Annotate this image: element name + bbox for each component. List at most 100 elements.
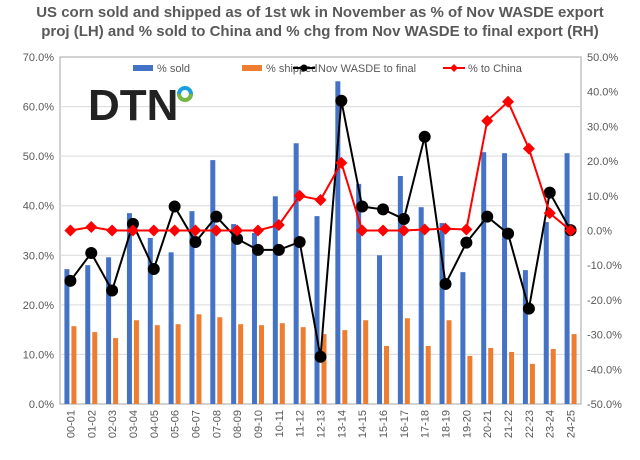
point-nov-wasde-to-final xyxy=(356,200,369,213)
bar--sold xyxy=(231,224,237,404)
bar--shipped xyxy=(133,320,139,404)
bar--shipped xyxy=(384,346,390,404)
x-axis-tick-label: 08-09 xyxy=(232,410,244,438)
point--to-china xyxy=(293,189,306,202)
right-axis-tick-label: 50.0% xyxy=(587,52,618,64)
x-axis-tick-label: 23-24 xyxy=(545,410,557,438)
bar--shipped xyxy=(196,314,202,404)
chart-title: US corn sold and shipped as of 1st wk in… xyxy=(0,3,640,41)
point--to-china xyxy=(356,224,369,237)
bar--sold xyxy=(106,257,112,404)
bar--shipped xyxy=(258,325,264,404)
bar--shipped xyxy=(363,320,369,404)
x-axis-tick-label: 14-15 xyxy=(357,410,369,438)
bar--sold xyxy=(356,183,362,404)
point-nov-wasde-to-final xyxy=(231,232,244,245)
bar--sold xyxy=(314,216,320,404)
point-nov-wasde-to-final xyxy=(460,236,473,249)
point--to-china xyxy=(189,224,202,237)
x-axis-tick-label: 13-14 xyxy=(336,410,348,438)
bar--shipped xyxy=(529,363,535,404)
left-axis-tick-label: 0.0% xyxy=(29,399,54,411)
point-nov-wasde-to-final xyxy=(397,213,410,226)
point-nov-wasde-to-final xyxy=(314,350,327,363)
point-nov-wasde-to-final xyxy=(418,130,431,143)
x-axis-tick-label: 03-04 xyxy=(128,410,140,438)
legend-label: % to China xyxy=(468,63,523,75)
point--to-china xyxy=(543,207,556,220)
bar--shipped xyxy=(550,348,556,404)
x-axis-tick-label: 05-06 xyxy=(170,410,182,438)
x-axis-tick-label: 07-08 xyxy=(211,410,223,438)
x-axis-tick-label: 21-22 xyxy=(503,410,515,438)
left-axis-tick-label: 30.0% xyxy=(23,250,54,262)
x-axis-tick-label: 12-13 xyxy=(316,410,328,438)
x-axis-tick-label: 02-03 xyxy=(107,410,119,438)
point-nov-wasde-to-final xyxy=(481,210,494,223)
point-nov-wasde-to-final xyxy=(126,217,139,230)
point-nov-wasde-to-final xyxy=(293,235,306,248)
bar--shipped xyxy=(300,327,306,404)
x-axis-tick-label: 18-19 xyxy=(441,410,453,438)
point-nov-wasde-to-final xyxy=(522,302,535,315)
chart-title-line1: US corn sold and shipped as of 1st wk in… xyxy=(36,4,604,21)
point-nov-wasde-to-final xyxy=(85,247,98,260)
dtn-logo: DTN xyxy=(88,81,193,130)
point--to-china xyxy=(85,221,98,234)
left-axis-tick-label: 10.0% xyxy=(23,349,54,361)
bar--sold xyxy=(126,213,132,404)
bar--sold xyxy=(543,222,549,404)
bar--sold xyxy=(418,207,424,404)
right-axis-tick-label: 0.0% xyxy=(587,226,612,238)
x-axis-tick-label: 00-01 xyxy=(65,410,77,438)
point-nov-wasde-to-final xyxy=(272,243,285,256)
point-nov-wasde-to-final xyxy=(439,277,452,290)
legend-marker xyxy=(300,64,308,72)
x-axis-tick-label: 06-07 xyxy=(190,410,202,438)
bar--sold xyxy=(335,81,341,404)
bar--sold xyxy=(272,196,278,404)
point--to-china xyxy=(168,224,181,237)
bar--shipped xyxy=(509,351,515,404)
point--to-china xyxy=(126,224,139,237)
x-axis-tick-label: 11-12 xyxy=(295,410,307,437)
point-nov-wasde-to-final xyxy=(251,243,264,256)
bar--sold xyxy=(397,175,403,404)
point-nov-wasde-to-final xyxy=(64,274,77,287)
bar--shipped xyxy=(113,338,119,404)
bar--shipped xyxy=(425,346,431,404)
bar--sold xyxy=(189,211,195,404)
point-nov-wasde-to-final xyxy=(147,263,160,276)
legend-label: % sold xyxy=(157,63,190,75)
bar--shipped xyxy=(279,323,285,404)
bar--shipped xyxy=(92,332,98,404)
bar--shipped xyxy=(71,326,77,404)
bar--sold xyxy=(85,265,91,404)
x-axis-tick-label: 01-02 xyxy=(86,410,98,438)
bar--sold xyxy=(481,152,487,404)
x-axis-tick-label: 04-05 xyxy=(149,410,161,438)
legend-marker xyxy=(450,64,458,72)
point--to-china xyxy=(210,224,223,237)
bar--shipped xyxy=(571,334,577,404)
point--to-china xyxy=(481,114,494,127)
point--to-china xyxy=(460,223,473,236)
point--to-china xyxy=(439,222,452,235)
x-axis-tick-label: 10-11 xyxy=(274,410,286,437)
point--to-china xyxy=(251,224,264,237)
bar--sold xyxy=(564,153,570,404)
point-nov-wasde-to-final xyxy=(106,284,119,297)
x-axis-tick-label: 24-25 xyxy=(566,410,578,438)
point-nov-wasde-to-final xyxy=(543,186,556,199)
logo-circle-lower-icon xyxy=(177,93,193,102)
bar--sold xyxy=(147,237,153,404)
point-nov-wasde-to-final xyxy=(335,94,348,107)
right-axis-tick-label: -40.0% xyxy=(587,364,622,376)
bar--shipped xyxy=(217,317,223,404)
left-axis-tick-label: 20.0% xyxy=(23,300,54,312)
point-nov-wasde-to-final xyxy=(189,235,202,248)
point--to-china xyxy=(397,224,410,237)
legend-label: Nov WASDE to final xyxy=(318,63,416,75)
point--to-china xyxy=(564,224,577,237)
line-nov-wasde-to-final xyxy=(69,100,572,357)
